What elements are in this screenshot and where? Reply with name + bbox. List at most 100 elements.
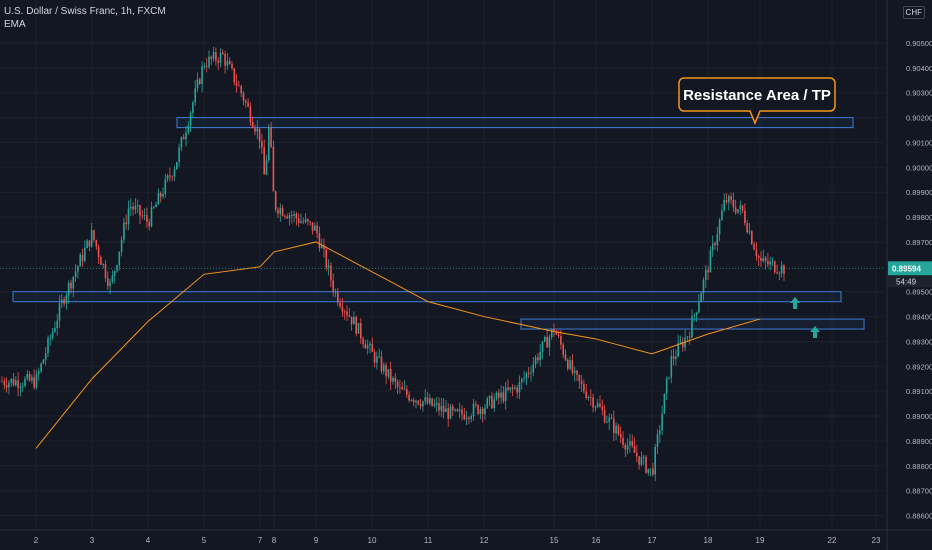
- candle-body: [675, 356, 677, 359]
- candle-body: [532, 364, 535, 373]
- candle-body: [507, 387, 509, 390]
- candle-body: [518, 382, 521, 393]
- candle-body: [422, 401, 424, 407]
- candle-body: [748, 231, 751, 233]
- candle-body: [573, 370, 576, 373]
- candle-body: [741, 205, 744, 211]
- candle-body: [93, 230, 95, 241]
- candle-body: [132, 206, 134, 210]
- candle-body: [599, 403, 601, 407]
- candle-body: [544, 336, 546, 342]
- candle-body: [523, 377, 525, 379]
- candle-body: [744, 210, 746, 224]
- candle-body: [415, 400, 417, 403]
- candle-body: [608, 417, 610, 422]
- time-tick-label: 5: [202, 536, 207, 545]
- candle-body: [240, 86, 242, 94]
- candle-body: [90, 230, 93, 247]
- price-tick-label: 0.90400: [906, 64, 932, 73]
- candle-body: [537, 357, 539, 361]
- candle-body: [339, 302, 341, 307]
- candle-body: [251, 121, 254, 128]
- candle-body: [762, 257, 765, 261]
- candle-body: [615, 425, 617, 434]
- candle-body: [222, 52, 224, 55]
- candle-body: [102, 263, 104, 265]
- candle-body: [677, 343, 679, 357]
- candle-body: [780, 265, 783, 274]
- candle-body: [624, 444, 627, 450]
- price-tick-label: 0.90300: [906, 89, 932, 98]
- price-tick-label: 0.89800: [906, 213, 932, 222]
- candle-body: [465, 417, 468, 420]
- candle-body: [502, 392, 505, 402]
- candle-body: [760, 257, 762, 261]
- candle-body: [153, 207, 155, 208]
- candle-body: [769, 261, 771, 265]
- candle-body: [318, 233, 321, 249]
- candle-body: [686, 336, 689, 338]
- candle-body: [159, 193, 162, 197]
- candle-body: [491, 395, 493, 409]
- candle-body: [17, 380, 19, 388]
- candle-body: [373, 351, 376, 363]
- candle-body: [300, 221, 302, 223]
- candle-body: [5, 385, 8, 388]
- ema-indicator-label[interactable]: EMA: [4, 19, 26, 30]
- candle-body: [47, 338, 49, 354]
- countdown-label: 54:49: [896, 277, 917, 286]
- currency-badge[interactable]: CHF: [902, 6, 925, 19]
- candle-body: [709, 250, 712, 273]
- candle-body: [155, 204, 157, 208]
- candle-body: [226, 61, 229, 66]
- candle-body: [341, 306, 344, 312]
- candle-body: [751, 231, 753, 245]
- candle-body: [231, 64, 233, 69]
- candle-body: [557, 334, 560, 336]
- candle-body: [111, 275, 114, 282]
- candle-body: [408, 394, 410, 401]
- candle-body: [670, 356, 673, 378]
- candle-body: [327, 265, 330, 268]
- candle-body: [194, 88, 196, 103]
- candle-body: [601, 406, 604, 411]
- candle-body: [477, 405, 479, 414]
- candle-body: [396, 381, 399, 388]
- candle-body: [525, 373, 528, 378]
- candle-body: [107, 278, 109, 287]
- candle-body: [723, 199, 725, 211]
- candle-body: [286, 216, 288, 219]
- candle-body: [406, 388, 408, 395]
- candle-body: [38, 371, 40, 374]
- candle-body: [778, 273, 781, 274]
- candle-body: [130, 206, 132, 209]
- time-tick-label: 15: [550, 536, 559, 545]
- price-tick-label: 0.88900: [906, 437, 932, 446]
- candle-body: [33, 377, 35, 388]
- candle-body: [746, 223, 748, 233]
- candle-body: [548, 336, 551, 348]
- candle-body: [645, 456, 647, 473]
- candle-body: [97, 246, 100, 257]
- price-tick-label: 0.89300: [906, 337, 932, 346]
- candle-body: [173, 169, 176, 177]
- candle-body: [178, 147, 180, 163]
- candle-body: [587, 396, 590, 398]
- candle-body: [562, 344, 564, 355]
- candle-body: [185, 132, 187, 140]
- candle-body: [171, 176, 173, 178]
- candle-body: [516, 387, 518, 393]
- candle-body: [123, 222, 125, 240]
- candle-body: [1, 381, 3, 383]
- candle-body: [739, 205, 742, 210]
- candle-body: [475, 403, 477, 406]
- candle-body: [258, 128, 261, 142]
- candle-body: [431, 398, 433, 406]
- candle-body: [88, 240, 91, 247]
- candle-body: [95, 240, 98, 247]
- candle-body: [113, 271, 116, 276]
- candle-body: [783, 265, 785, 274]
- candle-body: [44, 353, 47, 360]
- candle-body: [325, 249, 328, 268]
